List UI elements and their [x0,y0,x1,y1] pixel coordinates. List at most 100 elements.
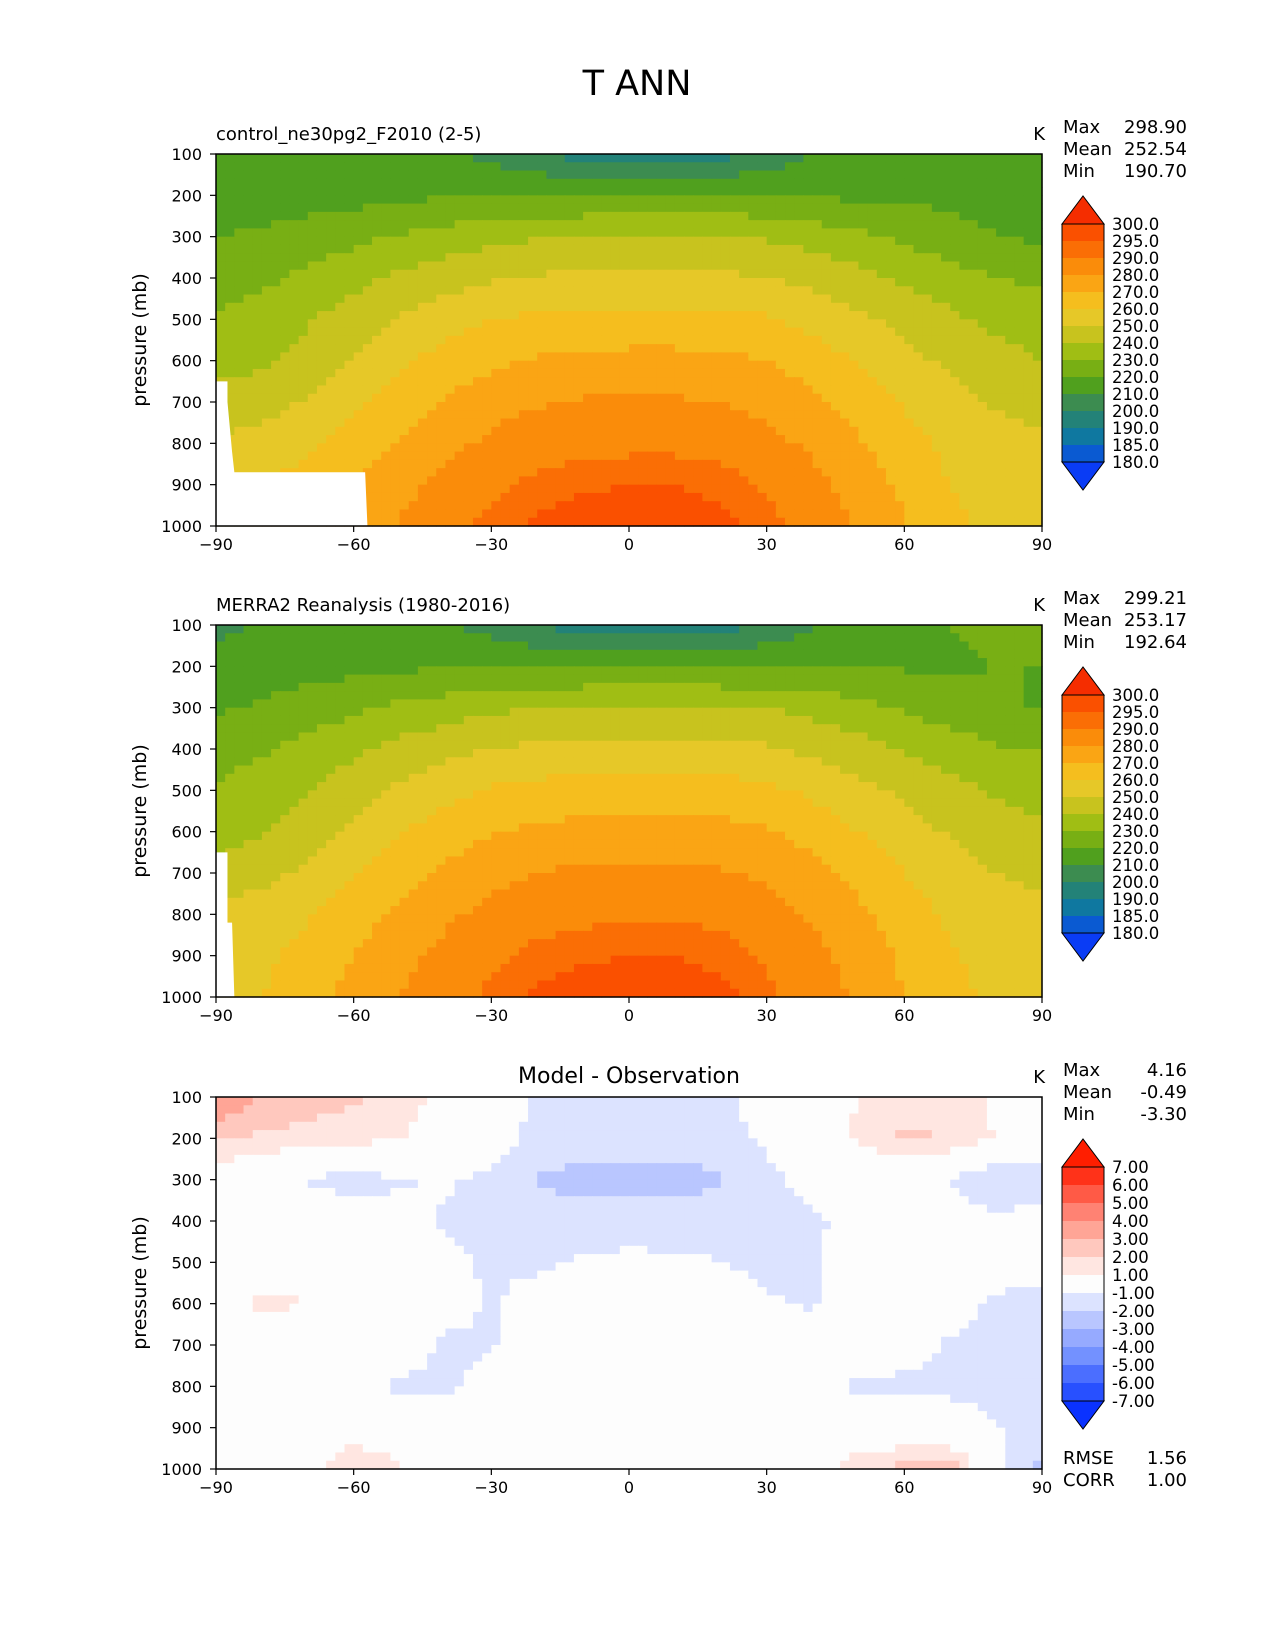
contour-cell [546,517,557,527]
contour-cell [326,195,336,205]
contour-cell [537,435,547,444]
contour-cell [417,203,428,213]
contour-cell [959,410,970,420]
contour-cell [463,393,474,403]
contour-cell [417,294,428,304]
contour-cell [243,691,254,700]
contour-cell [1014,492,1025,502]
contour-cell [876,178,887,188]
contour-cell [454,517,465,527]
contour-cell [858,211,869,221]
contour-cell [996,211,1006,221]
contour-cell [271,459,281,469]
contour-cell [684,261,694,271]
contour-cell [977,154,988,163]
contour-cell [867,344,878,353]
contour-cell [482,459,492,469]
contour-cell [977,162,988,172]
contour-cell [720,368,731,378]
contour-cell [528,476,538,486]
contour-cell [711,220,722,229]
contour-cell [996,402,1006,411]
contour-cell [1014,335,1025,345]
contour-cell [472,302,483,312]
contour-cell [876,641,887,651]
contour-cell [812,517,823,527]
contour-cell [280,435,291,444]
contour-cell [316,377,327,387]
contour-cell [280,649,291,659]
contour-cell [509,236,520,246]
contour-cell [298,327,309,337]
contour-cell [656,451,667,461]
contour-cell [482,154,492,163]
contour-cell [840,344,850,353]
contour-cell [537,352,547,362]
contour-cell [867,319,878,329]
contour-cell [583,649,593,659]
contour-cell [941,302,951,312]
contour-cell [931,244,942,254]
contour-cell [849,311,860,320]
contour-cell [326,170,336,180]
contour-cell [372,178,382,188]
contour-cell [234,211,245,221]
contour-cell [445,178,456,188]
contour-cell [996,187,1006,196]
contour-cell [445,393,456,403]
contour-cell [785,443,795,453]
contour-cell [885,451,896,461]
contour-cell [931,311,942,320]
contour-cell [950,509,960,519]
contour-cell [803,468,814,477]
contour-cell [729,344,740,353]
contour-cell [445,501,456,511]
contour-cell [794,327,804,337]
contour-cell [647,187,658,196]
contour-cell [748,649,759,659]
contour-cell [674,228,685,238]
contour-cell [463,484,474,494]
contour-cell [647,195,658,205]
contour-cell [656,220,667,229]
contour-cell [812,674,823,684]
contour-cell [280,633,291,643]
contour-cell [812,269,823,279]
contour-cell [491,220,502,229]
contour-cell [454,426,465,436]
contour-cell [895,410,905,420]
contour-cell [1005,682,1016,692]
contour-cell [986,335,997,345]
contour-cell [252,691,263,700]
contour-cell [619,699,630,709]
contour-cell [904,203,915,213]
contour-cell [335,666,346,676]
contour-cell [720,377,731,387]
contour-cell [500,236,511,246]
contour-cell [720,468,731,477]
contour-cell [876,633,887,643]
contour-cell [638,368,648,378]
contour-cell [1005,344,1016,353]
contour-cell [922,220,933,229]
contour-cell [216,666,226,676]
contour-cell [573,335,584,345]
contour-cell [922,476,933,486]
contour-cell [647,426,658,436]
contour-cell [592,393,603,403]
contour-cell [555,269,566,279]
contour-cell [546,302,557,312]
contour-cell [840,641,850,651]
contour-cell [546,484,557,494]
contour-cell [638,253,648,263]
contour-cell [840,682,850,692]
contour-cell [307,418,318,428]
contour-cell [243,203,254,213]
contour-cell [564,253,575,263]
contour-cell [537,220,547,229]
contour-cell [739,344,749,353]
contour-cell [573,501,584,511]
contour-cell [895,492,905,502]
contour-cell [564,484,575,494]
